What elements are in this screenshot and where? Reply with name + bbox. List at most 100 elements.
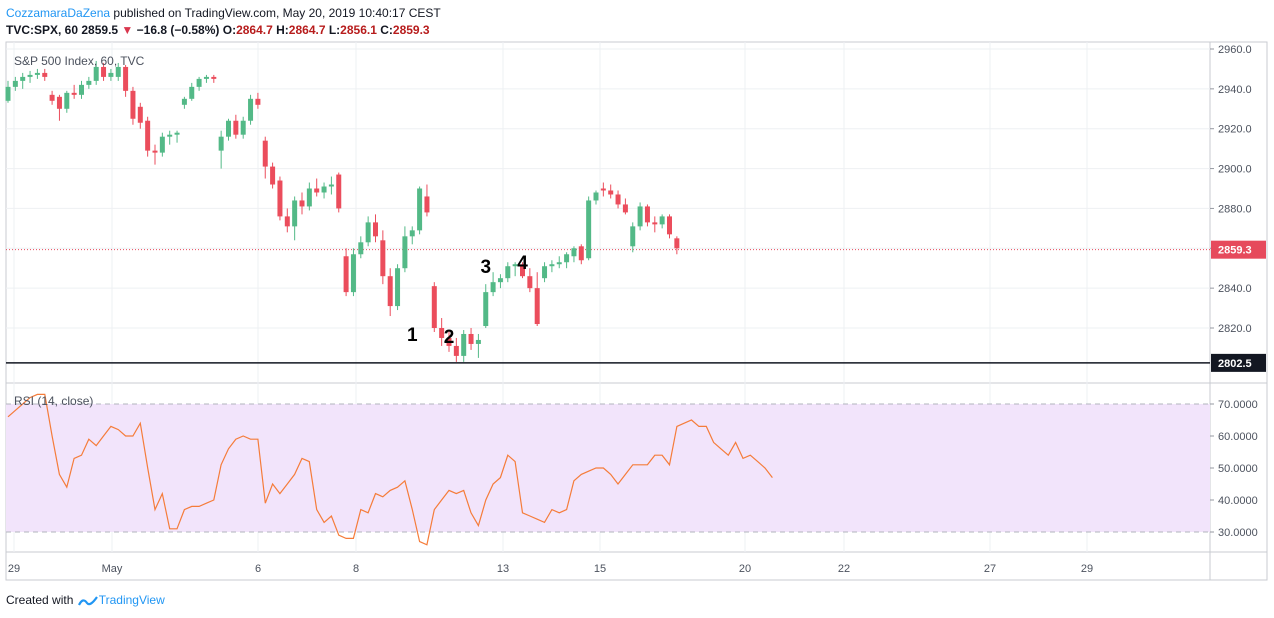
candle-body	[373, 222, 378, 237]
open-label: O:	[222, 23, 237, 37]
candle-body	[453, 345, 459, 356]
rsi-tick-label: 30.0000	[1218, 527, 1258, 539]
x-tick-label: 27	[984, 563, 996, 575]
wave-annotation-label: 4	[517, 253, 528, 274]
x-tick-label: 6	[255, 563, 261, 575]
candle-body	[159, 136, 165, 153]
candle-body	[505, 266, 511, 279]
candle-body	[174, 132, 180, 135]
y-tick-label: 2840.0	[1218, 283, 1252, 295]
candle-body	[350, 254, 356, 293]
candle-body	[240, 120, 246, 135]
current-price-badge	[1211, 240, 1266, 259]
candle-body	[262, 140, 268, 167]
candle-body	[123, 66, 129, 91]
candle-body	[306, 188, 312, 207]
candle-body	[439, 328, 445, 338]
candle-body	[490, 282, 496, 293]
candle-body	[608, 190, 614, 195]
wave-annotation-label: 3	[480, 257, 491, 278]
candle-body	[431, 286, 437, 328]
y-tick-label: 2940.0	[1218, 84, 1252, 96]
candle-body	[336, 174, 342, 209]
candle-body	[130, 90, 136, 119]
rsi-tick-label: 40.0000	[1218, 495, 1258, 507]
x-tick-label: 20	[739, 563, 751, 575]
last-price: 2859.5	[81, 23, 119, 37]
candle-body	[446, 337, 452, 346]
current-price-label: 2859.3	[1218, 245, 1252, 257]
candle-body	[167, 134, 173, 137]
y-tick-label: 2820.0	[1218, 323, 1252, 335]
candle-body	[556, 262, 562, 265]
candle-body	[542, 266, 548, 279]
candle-body	[402, 236, 408, 269]
candle-body	[34, 72, 40, 75]
x-tick-label: May	[102, 563, 123, 575]
candle-body	[115, 66, 121, 77]
published-text: published on TradingView.com, May 20, 20…	[113, 6, 441, 20]
x-tick-label: 8	[353, 563, 359, 575]
candle-body	[600, 188, 606, 191]
candle-body	[395, 268, 401, 307]
rsi-tick-label: 60.0000	[1218, 431, 1258, 443]
rsi-line	[7, 393, 773, 546]
candle-body	[630, 226, 636, 247]
candle-body	[321, 186, 327, 193]
candle-body	[343, 256, 349, 293]
high-label: H:	[276, 23, 289, 37]
candle-body	[615, 194, 621, 205]
candle-body	[409, 230, 415, 237]
candle-body	[218, 136, 224, 151]
x-tick-label: 22	[838, 563, 850, 575]
close-value: 2859.3	[392, 23, 430, 37]
price-change: −16.8 (−0.58%)	[136, 23, 220, 37]
x-tick-label: 29	[8, 563, 20, 575]
candle-body	[578, 246, 584, 261]
candle-body	[593, 192, 599, 201]
candle-body	[424, 196, 430, 213]
symbol-label[interactable]: TVC:SPX, 60	[6, 23, 79, 37]
candle-body	[189, 86, 195, 99]
candle-body	[564, 254, 570, 263]
candle-body	[49, 94, 55, 101]
candle-body	[468, 333, 474, 344]
candle-body	[571, 248, 577, 257]
publish-line: CozzamaraDaZena published on TradingView…	[6, 5, 441, 22]
candle-body	[586, 200, 592, 259]
rsi-pane-title: RSI (14, close)	[14, 394, 93, 408]
author-link[interactable]: CozzamaraDaZena	[6, 6, 111, 20]
candle-body	[93, 66, 99, 81]
candle-body	[417, 188, 423, 231]
footer: Created with TradingView	[6, 593, 165, 608]
candle-body	[108, 72, 114, 77]
candle-body	[637, 206, 643, 227]
candle-body	[248, 98, 254, 121]
y-tick-label: 2920.0	[1218, 124, 1252, 136]
candle-body	[534, 288, 540, 325]
support-price-badge	[1211, 353, 1266, 372]
price-pane-title: S&P 500 Index, 60, TVC	[14, 54, 145, 68]
down-triangle-icon: ▼	[121, 23, 134, 37]
candle-body	[56, 96, 62, 109]
wave-annotation-label: 1	[407, 325, 418, 346]
candle-body	[203, 76, 209, 79]
tradingview-link[interactable]: TradingView	[98, 593, 165, 607]
candle-body	[255, 98, 261, 105]
candle-body	[101, 66, 107, 77]
candle-body	[549, 264, 555, 267]
candle-body	[622, 204, 628, 213]
candle-body	[365, 222, 371, 243]
candle-body	[284, 216, 290, 227]
candle-body	[512, 264, 518, 267]
open-value: 2864.7	[236, 23, 273, 37]
candle-body	[483, 292, 489, 327]
candle-body	[12, 80, 18, 87]
candle-body	[659, 216, 665, 225]
candle-body	[520, 264, 525, 277]
candle-body	[27, 74, 33, 77]
rsi-tick-label: 50.0000	[1218, 463, 1258, 475]
candle-body	[652, 222, 658, 225]
candle-body	[152, 150, 158, 153]
